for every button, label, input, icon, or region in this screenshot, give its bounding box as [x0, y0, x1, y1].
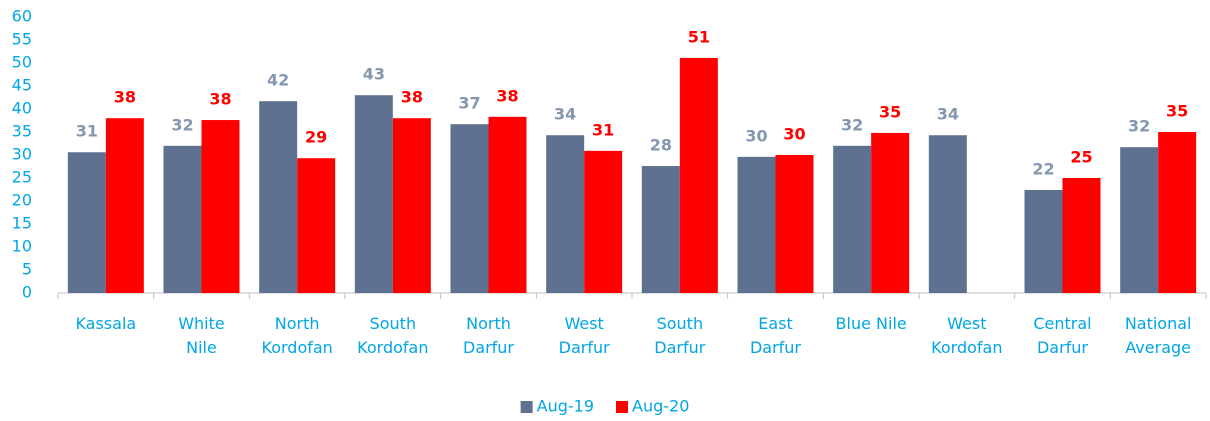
bar — [163, 145, 202, 293]
y-tick-label: 30 — [12, 145, 32, 164]
y-tick-label: 25 — [12, 168, 32, 187]
bar — [67, 152, 106, 293]
bar — [679, 57, 718, 293]
y-tick-label: 20 — [12, 191, 32, 210]
bar — [775, 155, 814, 293]
y-tick-label: 40 — [12, 99, 32, 118]
x-tick-label: Central Darfur — [1033, 314, 1092, 357]
y-tick-label: 60 — [12, 7, 32, 26]
bar — [1024, 189, 1063, 293]
bar — [871, 132, 910, 293]
data-label: 51 — [688, 27, 710, 46]
bar — [201, 120, 240, 293]
x-tick-label: White Nile — [178, 314, 225, 357]
bar — [392, 118, 431, 293]
data-label: 34 — [554, 105, 576, 124]
data-label: 25 — [1070, 148, 1092, 167]
legend-label: Aug-19 — [537, 397, 594, 416]
data-label: 43 — [363, 65, 385, 84]
data-label: 42 — [267, 71, 289, 90]
legend-label: Aug-20 — [632, 397, 689, 416]
y-tick-label: 55 — [12, 30, 32, 49]
data-label: 38 — [209, 90, 231, 109]
bar — [641, 166, 680, 293]
bar — [105, 118, 144, 293]
bar — [488, 116, 527, 293]
data-label: 35 — [1166, 102, 1188, 121]
data-label: 38 — [114, 88, 136, 107]
bar — [259, 101, 298, 294]
bar — [354, 95, 393, 293]
x-tick-label: South Darfur — [654, 314, 706, 357]
x-tick-label: East Darfur — [749, 314, 802, 357]
data-label: 31 — [76, 122, 98, 141]
data-label: 32 — [1128, 117, 1150, 136]
bar — [1062, 178, 1101, 293]
legend-swatch — [616, 401, 628, 413]
data-label: 22 — [1032, 159, 1054, 178]
bar — [833, 145, 872, 293]
legend-swatch — [520, 401, 533, 413]
bar — [1158, 132, 1197, 293]
data-label: 31 — [592, 120, 614, 139]
data-label: 35 — [879, 102, 901, 121]
data-label: 38 — [496, 86, 518, 105]
bar — [297, 158, 336, 293]
bar — [546, 135, 585, 293]
y-tick-label: 5 — [22, 260, 32, 279]
x-tick-label: North Darfur — [462, 314, 515, 357]
y-tick-label: 50 — [12, 53, 32, 72]
data-label: 30 — [783, 125, 805, 144]
bar — [450, 124, 489, 294]
x-tick-label: South Kordofan — [357, 314, 429, 357]
data-label: 32 — [171, 115, 193, 134]
y-tick-label: 10 — [12, 237, 32, 256]
bar — [737, 156, 776, 293]
data-label: 38 — [401, 88, 423, 107]
data-label: 37 — [458, 94, 480, 113]
data-label: 34 — [937, 105, 959, 124]
data-label: 29 — [305, 128, 327, 147]
y-tick-label: 15 — [12, 214, 32, 233]
x-tick-label: Kassala — [75, 314, 137, 333]
y-tick-label: 35 — [12, 122, 32, 141]
data-label: 30 — [745, 126, 767, 145]
y-tick-label: 45 — [12, 76, 32, 95]
data-label: 28 — [650, 136, 672, 155]
x-tick-label: Blue Nile — [835, 314, 907, 333]
x-tick-label: North Kordofan — [261, 314, 333, 357]
bar — [584, 150, 623, 293]
data-label: 32 — [841, 115, 863, 134]
x-tick-label: West Kordofan — [931, 314, 1003, 357]
y-tick-label: 0 — [22, 283, 32, 302]
x-tick-label: West Darfur — [558, 314, 610, 357]
bar — [1120, 147, 1159, 293]
x-tick-label: National Average — [1124, 314, 1192, 357]
bar — [928, 135, 967, 293]
